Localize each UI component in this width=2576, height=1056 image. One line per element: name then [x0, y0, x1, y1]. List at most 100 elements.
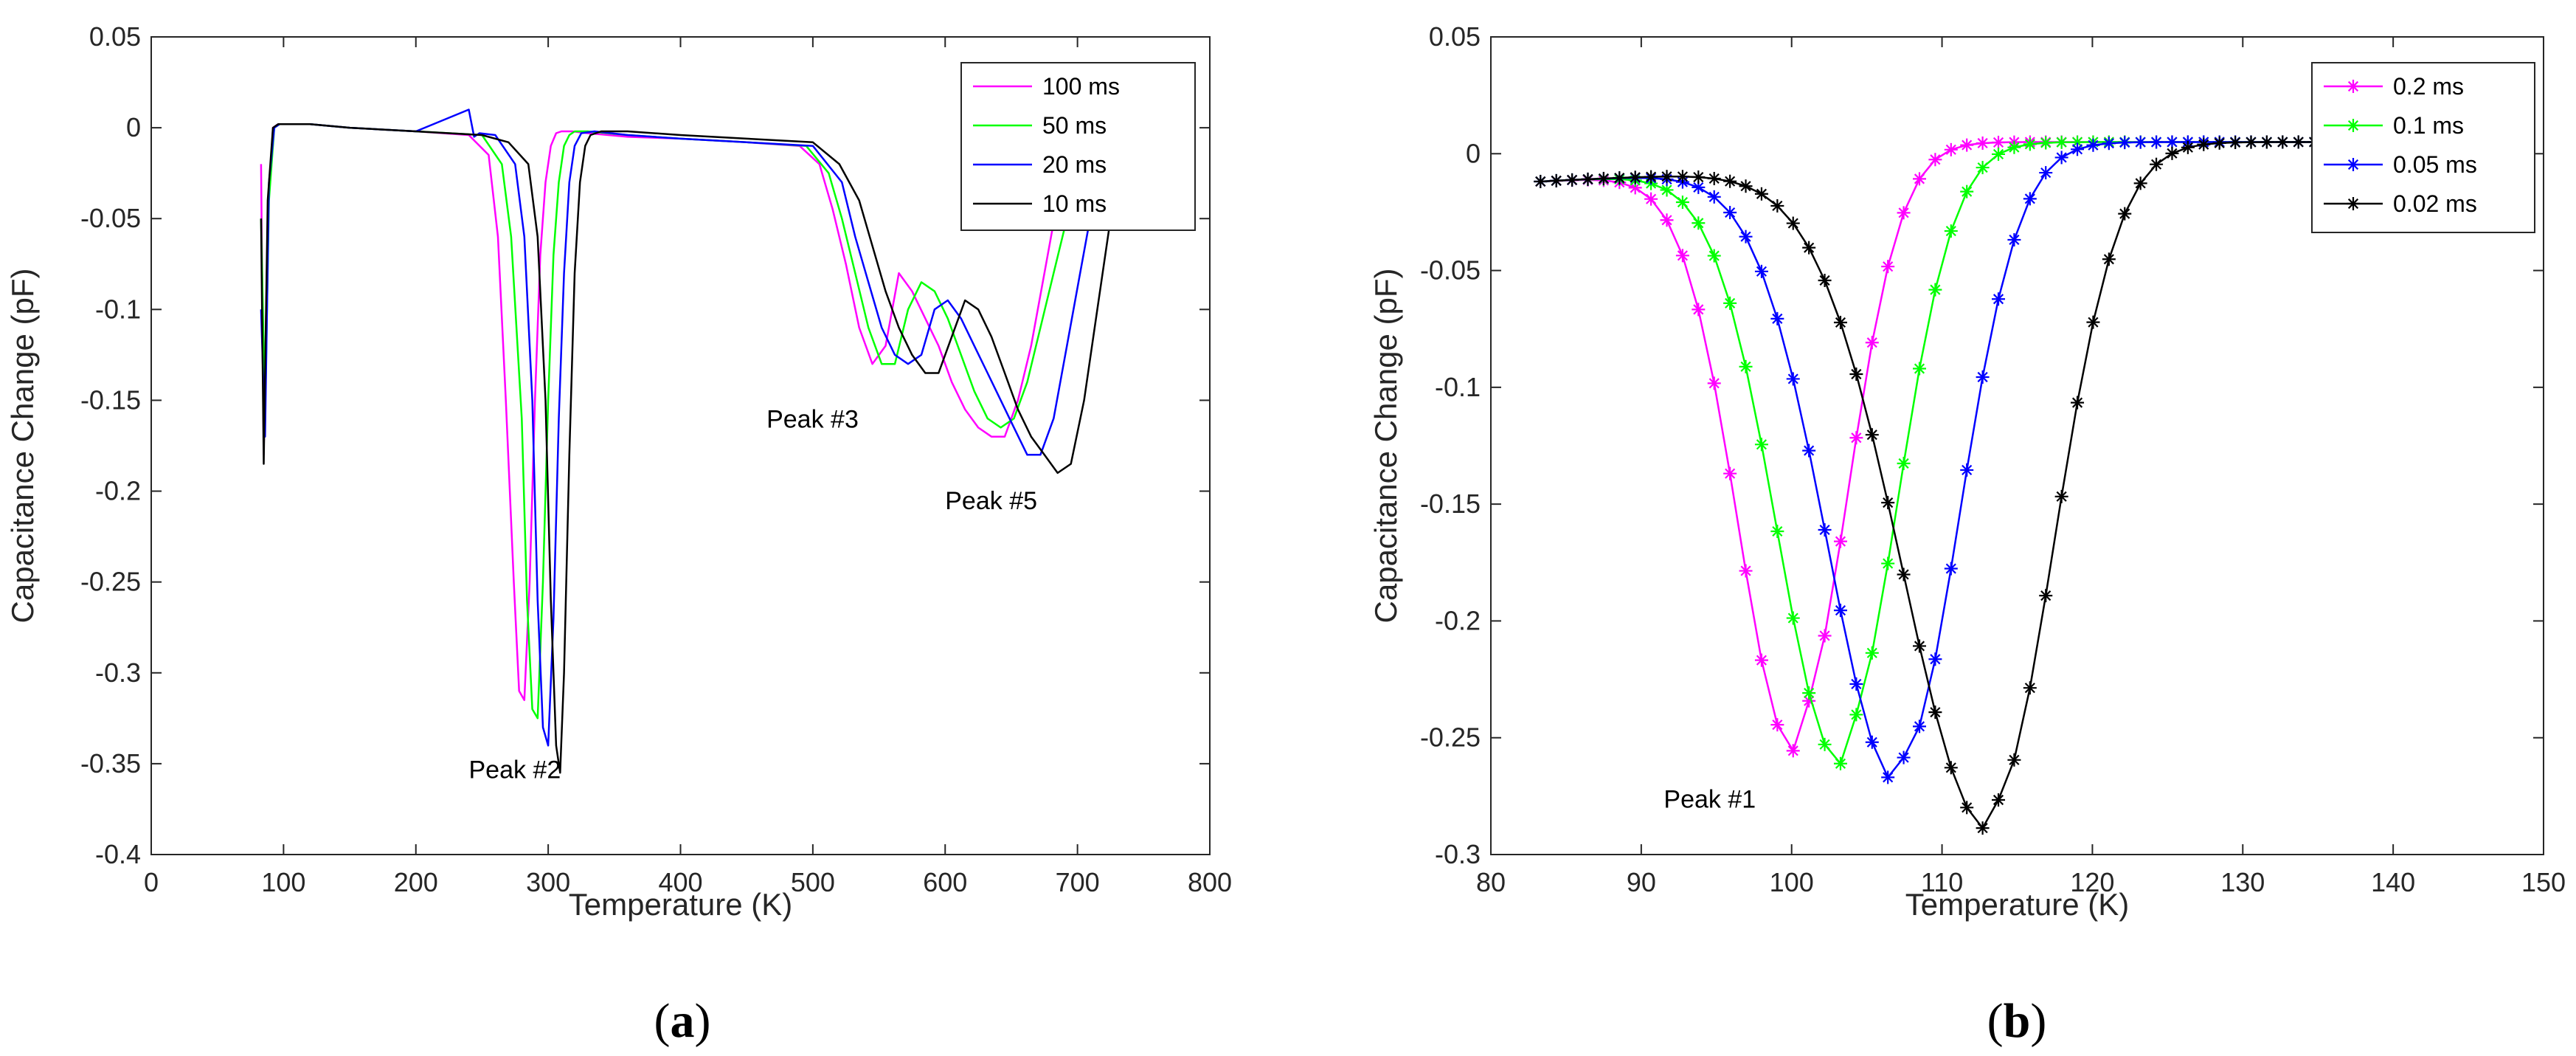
series-group: [260, 108, 1125, 774]
x-tick-label: 400: [658, 867, 702, 897]
data-point-marker: [1692, 170, 1706, 184]
data-point-marker: [1833, 756, 1847, 770]
data-point-marker: [1628, 181, 1642, 195]
data-point-marker: [1754, 264, 1768, 278]
panel-label: (b): [1987, 994, 2047, 1048]
data-point-marker: [1660, 170, 1674, 184]
series-line-20-ms: [260, 108, 1108, 747]
data-point-marker: [1818, 523, 1832, 537]
data-point-marker: [1849, 431, 1863, 445]
data-point-marker: [1581, 172, 1595, 186]
data-point-marker: [1833, 534, 1847, 548]
y-tick-label: -0.15: [80, 384, 141, 415]
data-point-marker: [1739, 179, 1753, 193]
data-point-marker: [1976, 161, 1990, 175]
data-point-marker: [1960, 801, 1974, 815]
x-tick-label: 140: [2371, 867, 2415, 897]
y-tick-label: -0.3: [1435, 839, 1481, 869]
data-point-marker: [1944, 142, 1958, 156]
data-point-marker: [1565, 173, 1579, 187]
legend-label: 0.1 ms: [2393, 112, 2464, 139]
y-axis-label: Capacitance Change (pF): [5, 269, 40, 624]
data-point-marker: [1692, 216, 1706, 230]
data-point-marker: [1723, 466, 1737, 480]
data-point-marker: [1833, 315, 1847, 329]
data-point-marker: [2007, 753, 2021, 767]
data-point-marker: [2181, 140, 2195, 154]
data-point-marker: [1707, 376, 1721, 390]
legend-label: 20 ms: [1042, 151, 1107, 178]
data-point-marker: [1707, 190, 1721, 204]
panel-label: (a): [654, 994, 711, 1048]
y-tick-label: -0.05: [1420, 255, 1481, 286]
x-tick-label: 200: [394, 867, 438, 897]
x-tick-label: 600: [923, 867, 967, 897]
legend-item: 0.1 ms: [2324, 112, 2464, 139]
data-point-marker: [2118, 207, 2132, 221]
data-point-marker: [1660, 213, 1674, 227]
data-point-marker: [1928, 283, 1942, 297]
data-point-marker: [2023, 192, 2037, 206]
data-point-marker: [1818, 273, 1832, 287]
data-point-marker: [2039, 136, 2053, 150]
data-point-marker: [1818, 737, 1832, 751]
data-point-marker: [1881, 556, 1895, 570]
data-point-marker: [1644, 192, 1658, 206]
legend-label: 0.05 ms: [2393, 151, 2477, 178]
data-point-marker: [1723, 174, 1737, 188]
data-point-marker: [1912, 719, 1926, 734]
legend-item: 50 ms: [973, 112, 1107, 139]
data-point-marker: [1944, 224, 1958, 238]
data-point-marker: [2197, 137, 2211, 151]
data-point-marker: [1865, 336, 1879, 350]
x-tick-label: 150: [2521, 867, 2566, 897]
data-point-marker: [1849, 367, 1863, 381]
legend-label: 100 ms: [1042, 73, 1120, 100]
data-point-marker: [1897, 567, 1911, 582]
legend: 100 ms 50 ms 20 ms 10 ms: [960, 62, 1196, 231]
data-point-marker: [1849, 677, 1863, 691]
data-point-marker: [1723, 206, 1737, 220]
legend-item: 0.2 ms: [2324, 73, 2464, 100]
legend-item: 20 ms: [973, 151, 1107, 178]
data-point-marker: [1770, 718, 1784, 732]
x-tick-label: 100: [261, 867, 305, 897]
legend-item: 10 ms: [973, 190, 1107, 217]
data-point-marker: [1976, 370, 1990, 384]
data-point-marker: [1865, 428, 1879, 442]
data-point-marker: [1960, 184, 1974, 199]
data-point-marker: [1770, 525, 1784, 539]
data-point-marker: [2260, 135, 2274, 149]
data-point-marker: [2165, 135, 2179, 149]
data-point-marker: [1897, 750, 1911, 765]
data-point-marker: [2165, 146, 2179, 160]
data-point-marker: [2212, 136, 2226, 150]
series-line-10-ms: [260, 122, 1125, 774]
data-point-marker: [1976, 136, 1990, 150]
peak-annotation: Peak #3: [766, 405, 859, 433]
data-point-marker: [2007, 140, 2021, 154]
y-tick-label: 0.05: [1429, 21, 1481, 52]
data-point-marker: [1897, 206, 1911, 220]
data-point-marker: [2229, 136, 2243, 150]
data-point-marker: [1707, 249, 1721, 263]
data-point-marker: [1912, 172, 1926, 186]
data-point-marker: [1992, 793, 2006, 807]
data-point-marker: [1534, 174, 1548, 188]
legend-item: 100 ms: [973, 73, 1120, 100]
data-point-marker: [1992, 135, 2006, 149]
legend-item: 0.05 ms: [2324, 151, 2477, 178]
data-point-marker: [2150, 157, 2164, 171]
data-point-marker: [1644, 170, 1658, 184]
y-tick-label: -0.1: [1435, 372, 1481, 402]
data-point-marker: [2133, 135, 2147, 149]
data-point-marker: [2039, 589, 2053, 603]
data-point-marker: [2291, 135, 2305, 149]
y-tick-label: -0.25: [80, 567, 141, 597]
data-point-marker: [1675, 196, 1689, 210]
data-point-marker: [1960, 463, 1974, 477]
x-tick-label: 300: [526, 867, 570, 897]
data-point-marker: [2039, 166, 2053, 180]
x-tick-label: 500: [791, 867, 835, 897]
